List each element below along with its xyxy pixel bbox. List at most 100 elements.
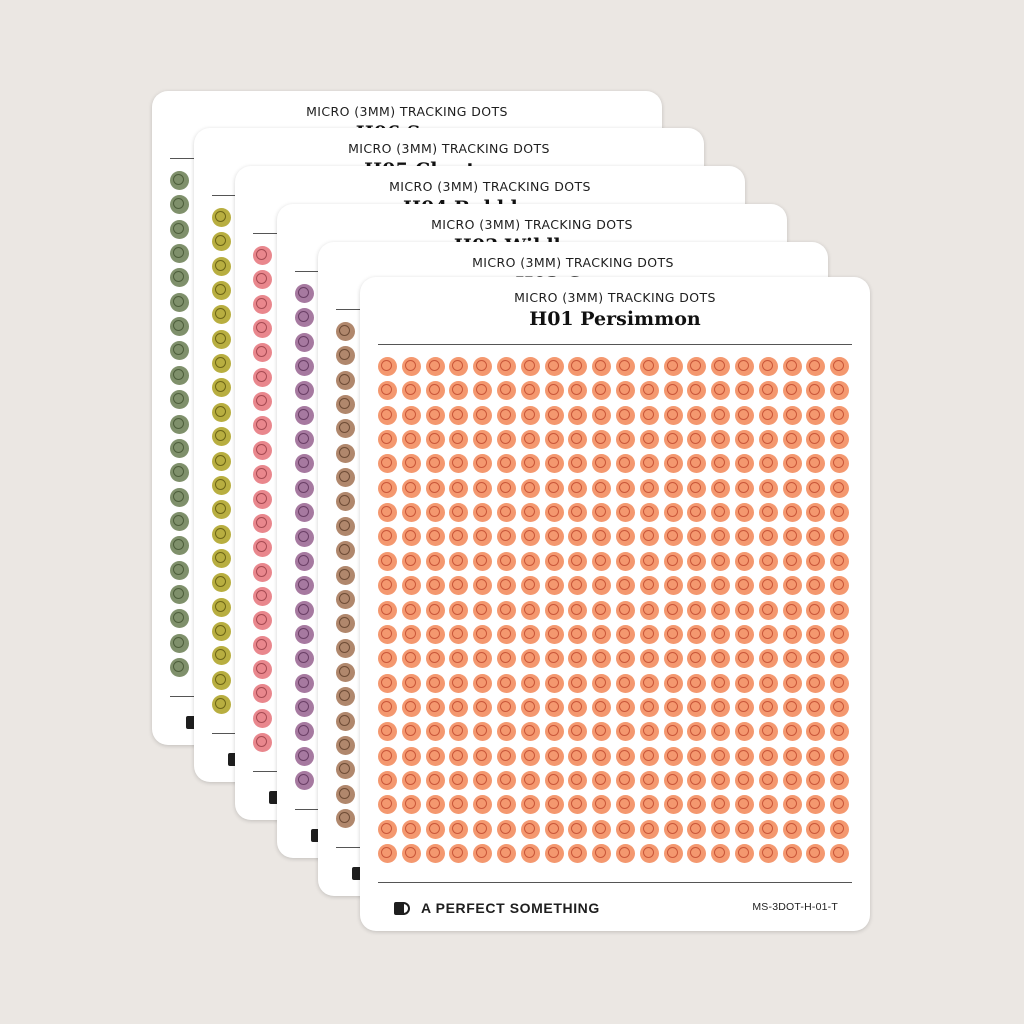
tracking-dot <box>520 576 540 596</box>
tracking-dot <box>806 527 826 547</box>
tracking-dot <box>592 673 612 693</box>
tracking-dot <box>616 844 635 863</box>
tracking-dot <box>520 430 540 450</box>
tracking-dot <box>806 430 826 450</box>
tracking-dot <box>806 673 826 693</box>
tracking-dot <box>520 697 540 717</box>
tracking-dot <box>253 465 272 485</box>
tracking-dot <box>592 844 612 863</box>
tracking-dot <box>639 600 659 620</box>
tracking-dot <box>425 576 445 596</box>
tracking-dot <box>639 795 659 815</box>
tracking-dot <box>758 649 778 669</box>
tracking-dot <box>253 513 272 533</box>
tracking-dot <box>663 527 683 547</box>
tracking-dot <box>425 478 445 498</box>
tracking-dot <box>592 381 612 401</box>
tracking-dot <box>639 649 659 669</box>
tracking-dot <box>425 503 445 523</box>
tracking-dot <box>520 770 540 790</box>
tracking-dot <box>711 649 731 669</box>
tracking-dot <box>473 357 493 376</box>
tracking-dot <box>295 430 314 450</box>
tracking-dot <box>639 673 659 693</box>
tracking-dot <box>758 600 778 620</box>
tracking-dot <box>378 770 397 790</box>
tracking-dot <box>711 430 731 450</box>
tracking-dot <box>782 381 802 401</box>
tracking-dot <box>170 463 189 483</box>
tracking-dot <box>378 503 397 523</box>
tracking-dot <box>544 770 564 790</box>
tracking-dot <box>497 357 516 376</box>
tracking-dot <box>639 624 659 644</box>
tracking-dot <box>782 430 802 450</box>
tracking-dot <box>544 844 564 863</box>
tracking-dot <box>616 722 635 742</box>
product-code: MS-3DOT-H-01-T <box>752 901 838 913</box>
tracking-dot <box>711 527 731 547</box>
tracking-dot <box>830 673 850 693</box>
tracking-dot <box>616 357 635 376</box>
tracking-dot <box>830 844 850 863</box>
tracking-dot <box>336 711 355 731</box>
tracking-dot <box>295 503 314 523</box>
tracking-dot <box>449 405 469 425</box>
tracking-dot <box>497 551 516 571</box>
tracking-dot <box>425 697 445 717</box>
tracking-dot <box>782 478 802 498</box>
tracking-dot <box>253 246 272 265</box>
tracking-dot <box>473 697 493 717</box>
tracking-dot <box>592 819 612 839</box>
tracking-dot <box>663 624 683 644</box>
sheet-kicker: MICRO (3MM) TRACKING DOTS <box>348 141 550 156</box>
tracking-dot <box>401 357 421 376</box>
tracking-dot <box>735 527 754 547</box>
tracking-dot <box>401 527 421 547</box>
tracking-dot <box>782 405 802 425</box>
tracking-dot <box>639 746 659 766</box>
tracking-dot <box>782 795 802 815</box>
tracking-dot <box>758 819 778 839</box>
tracking-dot <box>253 538 272 558</box>
tracking-dot <box>401 430 421 450</box>
tracking-dot <box>735 576 754 596</box>
tracking-dot <box>592 600 612 620</box>
tracking-dot <box>687 527 707 547</box>
tracking-dot <box>401 770 421 790</box>
tracking-dot <box>336 565 355 585</box>
tracking-dot <box>473 576 493 596</box>
tracking-dot <box>449 503 469 523</box>
tracking-dot <box>336 370 355 390</box>
tracking-dot <box>497 527 516 547</box>
sheet-kicker: MICRO (3MM) TRACKING DOTS <box>306 104 508 119</box>
tracking-dot <box>806 697 826 717</box>
tracking-dot <box>806 770 826 790</box>
tracking-dot <box>758 697 778 717</box>
tracking-dot <box>378 478 397 498</box>
tracking-dot <box>735 697 754 717</box>
tracking-dot <box>711 770 731 790</box>
tracking-dot <box>473 819 493 839</box>
tracking-dot <box>544 795 564 815</box>
tracking-dot <box>568 770 588 790</box>
tracking-dot <box>687 795 707 815</box>
tracking-dot <box>170 438 189 458</box>
tracking-dot <box>806 551 826 571</box>
tracking-dot <box>449 357 469 376</box>
tracking-dot <box>616 454 635 474</box>
tracking-dot <box>616 649 635 669</box>
tracking-dot <box>497 673 516 693</box>
tracking-dot <box>544 673 564 693</box>
brand-logo: A PERFECT SOMETHING <box>394 897 600 919</box>
tracking-dot <box>758 357 778 376</box>
tracking-dot <box>711 381 731 401</box>
tracking-dot <box>806 649 826 669</box>
tracking-dot <box>170 341 189 361</box>
tracking-dot <box>449 697 469 717</box>
tracking-dot <box>497 430 516 450</box>
tracking-dot <box>449 454 469 474</box>
tracking-dot <box>830 600 850 620</box>
tracking-dot <box>711 478 731 498</box>
tracking-dot <box>401 381 421 401</box>
